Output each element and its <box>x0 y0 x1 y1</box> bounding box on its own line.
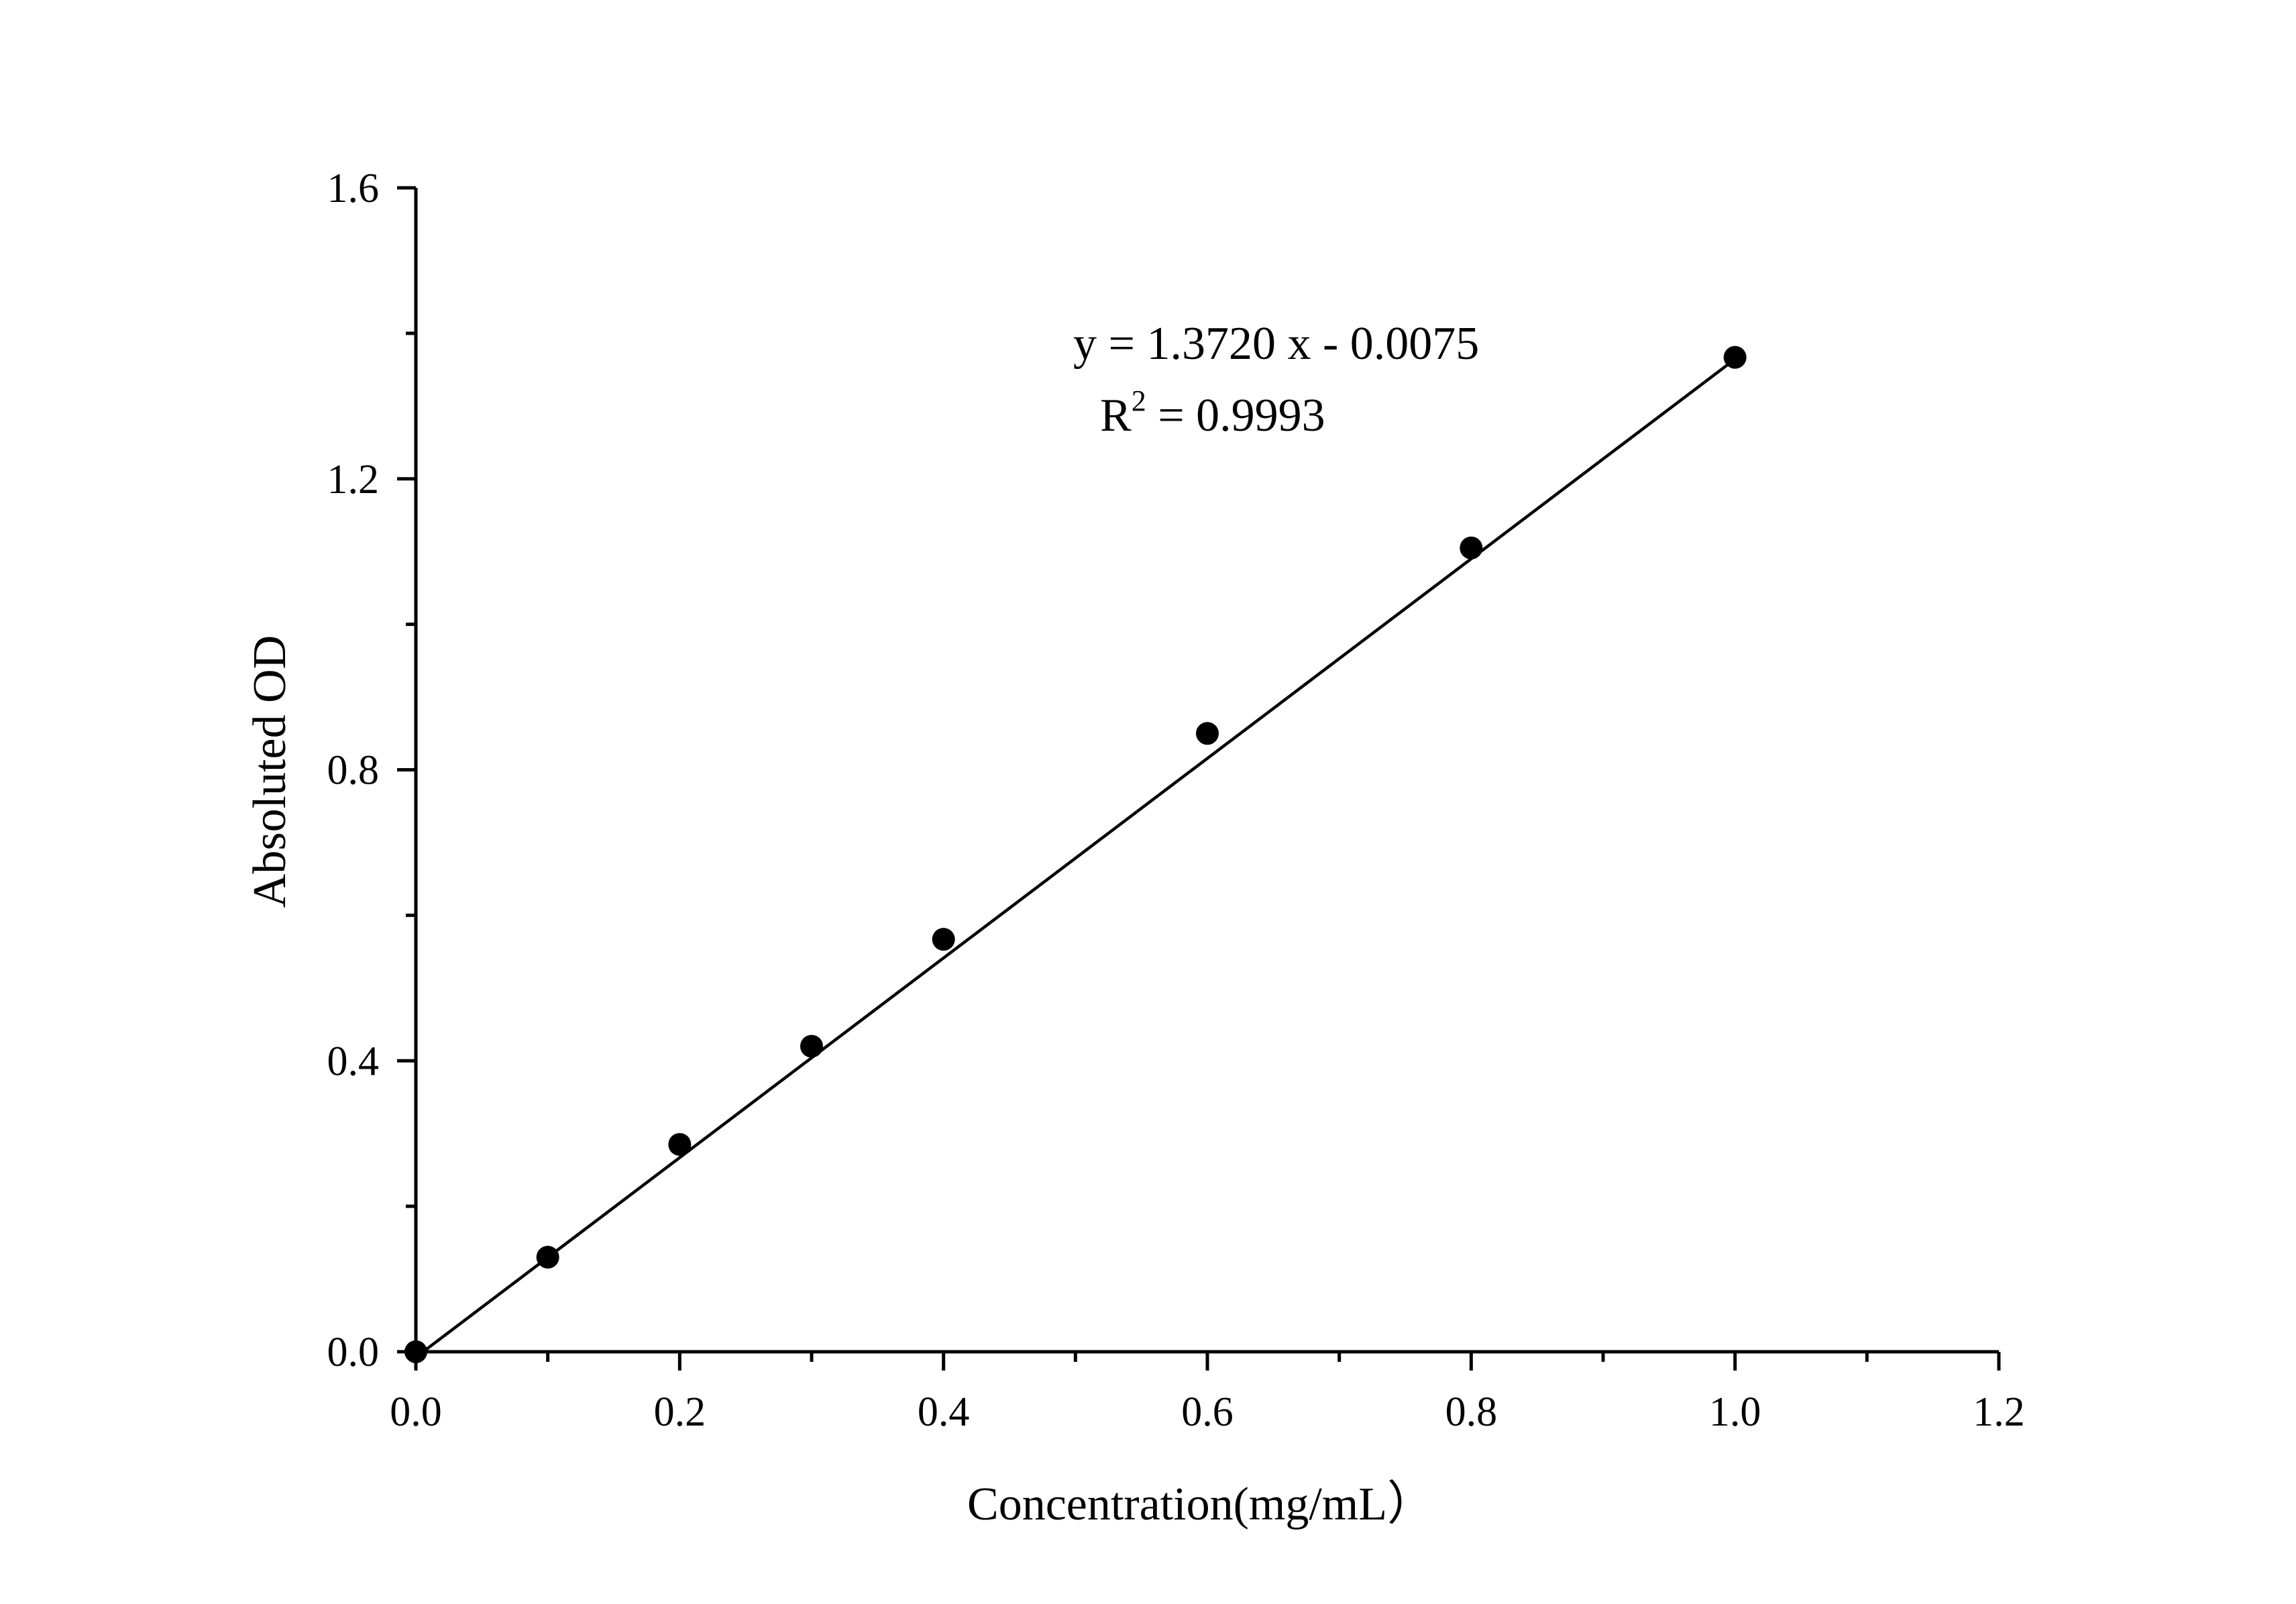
r-squared-annotation: R2 = 0.9993 <box>1100 384 1325 441</box>
data-point <box>404 1340 427 1363</box>
y-tick-label: 0.4 <box>327 1038 380 1084</box>
x-axis-title: Concentration(mg/mL） <box>967 1479 1434 1530</box>
regression-equation: y = 1.3720 x - 0.0075 <box>1073 318 1479 370</box>
fit-line-group <box>415 358 1737 1358</box>
tick-labels: 0.0 0.2 0.4 0.6 0.8 1.0 1.2 0.0 0.4 0.8 1.2 1.6 <box>327 166 2025 1435</box>
data-point <box>1196 722 1219 745</box>
x-tick-label: 1.2 <box>1973 1389 2025 1435</box>
x-tick-label: 0.4 <box>918 1389 970 1435</box>
y-tick-label: 1.2 <box>327 457 380 502</box>
x-tick-label: 0.0 <box>390 1389 442 1435</box>
y-tick-label: 0.8 <box>327 748 380 794</box>
r-squared-letter: R <box>1100 390 1132 441</box>
x-tick-label: 0.2 <box>654 1389 706 1435</box>
data-point <box>932 928 955 951</box>
y-axis-title: Absoluted OD <box>244 635 296 908</box>
y-tick-label: 0.0 <box>327 1330 380 1375</box>
data-point <box>536 1246 559 1269</box>
data-points <box>404 345 1747 1363</box>
data-point <box>1723 345 1747 369</box>
y-tick-label: 1.6 <box>327 166 380 211</box>
axes <box>397 186 2001 1371</box>
x-tick-label: 1.0 <box>1709 1389 1761 1435</box>
data-point <box>668 1132 692 1156</box>
r-squared-value: = 0.9993 <box>1146 390 1325 441</box>
regression-line <box>415 358 1737 1358</box>
x-tick-label: 0.8 <box>1445 1389 1498 1435</box>
data-point <box>1460 536 1483 559</box>
x-tick-label: 0.6 <box>1181 1389 1234 1435</box>
data-point <box>800 1034 823 1058</box>
r-squared-superscript: 2 <box>1132 384 1146 417</box>
